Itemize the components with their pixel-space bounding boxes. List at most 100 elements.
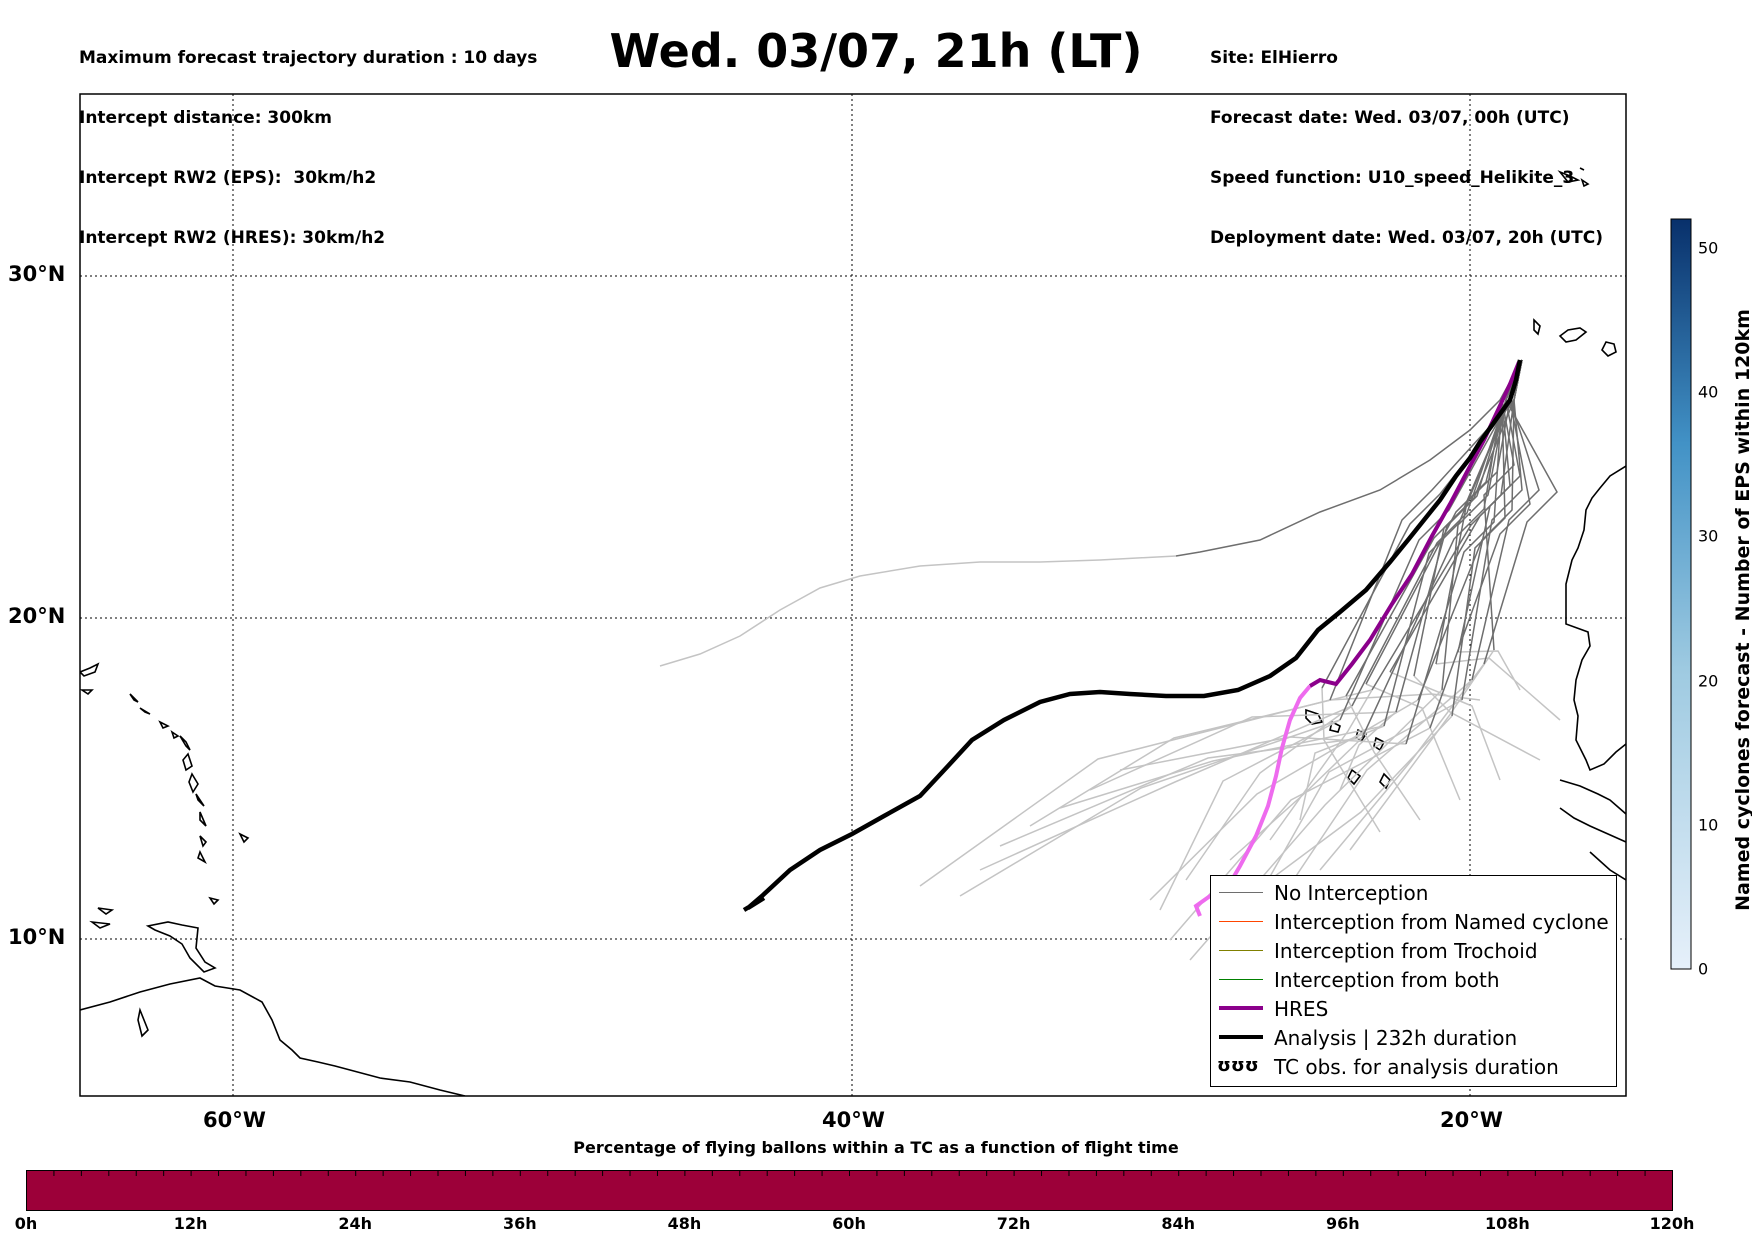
lon-label-20w: 20°W (1440, 1108, 1503, 1132)
faded-trajectory (1349, 649, 1495, 851)
legend-item-hres: HRES (1211, 995, 1611, 1024)
lat-label-10n: 10°N (8, 925, 66, 949)
legend-item-named-cyclone: Interception from Named cyclone (1211, 908, 1611, 937)
lat-label-20n: 20°N (8, 604, 66, 628)
lon-label-60w: 60°W (203, 1108, 266, 1132)
legend-item-trochoid: Interception from Trochoid (1211, 937, 1611, 966)
eps-colorbar (1670, 218, 1692, 970)
map-title: Wed. 03/07, 21h (LT) (609, 24, 1143, 78)
legend-item-analysis: Analysis | 232h duration (1211, 1024, 1611, 1053)
legend-label: Interception from Named cyclone (1274, 910, 1609, 934)
time-colorbar-title: Percentage of flying ballons within a TC… (573, 1138, 1179, 1157)
header-right-line: Site: ElHierro (1210, 48, 1338, 68)
faded-trajectory (1321, 687, 1381, 833)
coast-madeira (1557, 167, 1590, 188)
tc-symbol-icon: ʊʊʊ (1217, 1055, 1259, 1076)
header-left-line: Intercept RW2 (EPS): 30km/h2 (79, 168, 377, 188)
header-right: Site: ElHierro Forecast date: Wed. 03/07… (1210, 8, 1603, 268)
faded-trajectory (1299, 725, 1385, 821)
legend-label: Interception from Trochoid (1274, 939, 1538, 963)
time-colorbar (26, 1170, 1673, 1211)
faded-trajectory (1229, 737, 1363, 861)
time-colorbar-tick: 108h (1484, 1214, 1530, 1233)
header-left: Maximum forecast trajectory duration : 1… (79, 8, 537, 268)
coast-africa-south (1559, 779, 1626, 881)
no-interception-trajectory (1457, 359, 1523, 653)
map-legend: No Interception Interception from Named … (1210, 875, 1617, 1087)
coast-south-america (80, 977, 466, 1096)
faded-trajectory (1029, 689, 1373, 827)
faded-trajectory (1089, 711, 1397, 791)
faded-trajectory (1185, 705, 1353, 881)
legend-swatch (1219, 921, 1263, 922)
eps-colorbar-tick: 30 (1698, 526, 1719, 546)
time-colorbar-tick: 96h (1325, 1214, 1360, 1233)
legend-label: HRES (1274, 997, 1329, 1021)
time-colorbar-tick: 84h (1161, 1214, 1196, 1233)
coast-canaries (1533, 318, 1617, 357)
time-colorbar-tick: 48h (667, 1214, 702, 1233)
lat-label-30n: 30°N (8, 262, 66, 286)
faded-trajectory (1339, 711, 1397, 791)
faded-trajectory (1389, 671, 1501, 781)
legend-item-no-interception: No Interception (1211, 879, 1611, 908)
coast-trinidad (145, 921, 217, 973)
hres-trajectory (1308, 361, 1521, 688)
legend-swatch (1219, 892, 1263, 893)
faded-trajectory (979, 705, 1353, 871)
faded-trajectory (1319, 663, 1485, 871)
eps-colorbar-tick: 40 (1698, 382, 1719, 402)
coast-islands-north (80, 662, 100, 696)
time-colorbar-tick: 24h (338, 1214, 373, 1233)
legend-label: Analysis | 232h duration (1274, 1026, 1518, 1050)
lon-label-40w: 40°W (822, 1108, 885, 1132)
faded-trajectory (1345, 695, 1421, 821)
time-colorbar-tick: 0h (14, 1214, 38, 1233)
time-colorbar-tick: 72h (996, 1214, 1031, 1233)
eps-colorbar-tick: 10 (1698, 815, 1719, 835)
faded-trajectory (999, 737, 1363, 847)
time-colorbar-tick: 36h (502, 1214, 537, 1233)
faded-trajectory (1329, 693, 1481, 701)
eps-colorbar-tick: 50 (1698, 238, 1719, 258)
eps-colorbar-label: Named cyclones forecast - Number of EPS … (1732, 309, 1752, 911)
no-interception-trajectory (1413, 359, 1523, 677)
legend-swatch (1219, 1006, 1263, 1010)
legend-swatch (1219, 979, 1263, 980)
analysis-trajectory (742, 359, 1523, 912)
coast-cape-verde (1305, 708, 1391, 790)
time-colorbar-tick: 120h (1649, 1214, 1695, 1233)
time-colorbar-tick: 60h (832, 1214, 866, 1233)
legend-swatch (1219, 1035, 1263, 1039)
faded-trajectory (959, 719, 1341, 897)
header-left-line: Intercept distance: 300km (79, 108, 332, 128)
faded-trajectory (1365, 683, 1461, 801)
faded-trajectory (1457, 650, 1521, 691)
map-frame (79, 93, 1627, 1097)
faded-trajectory (1435, 657, 1561, 721)
faded-trajectory (1413, 675, 1541, 761)
header-right-line: Forecast date: Wed. 03/07, 00h (UTC) (1210, 108, 1570, 128)
legend-label: No Interception (1274, 881, 1429, 905)
legend-label: Interception from both (1274, 968, 1500, 992)
legend-item-both: Interception from both (1211, 966, 1611, 995)
faded-trajectory (1269, 689, 1373, 841)
faded-trajectory (659, 555, 1177, 667)
faded-trajectory (1059, 725, 1385, 809)
no-interception-trajectories (1175, 359, 1558, 745)
faded-trajectory (1119, 736, 1407, 771)
header-right-line: Deployment date: Wed. 03/07, 20h (UTC) (1210, 228, 1604, 248)
legend-label: TC obs. for analysis duration (1274, 1055, 1559, 1079)
time-colorbar-tick: 12h (173, 1214, 208, 1233)
legend-swatch (1219, 950, 1263, 951)
faded-trajectory (1249, 699, 1463, 913)
coast-lesser-antilles (129, 693, 208, 865)
no-interception-trajectory (1175, 359, 1523, 557)
eps-colorbar-tick: 20 (1698, 671, 1719, 691)
coast-small-islands (89, 832, 250, 1038)
coast-africa (1565, 465, 1626, 772)
header-left-line: Maximum forecast trajectory duration : 1… (79, 48, 538, 68)
header-left-line: Intercept RW2 (HRES): 30km/h2 (79, 228, 386, 248)
eps-colorbar-tick: 0 (1698, 959, 1709, 979)
